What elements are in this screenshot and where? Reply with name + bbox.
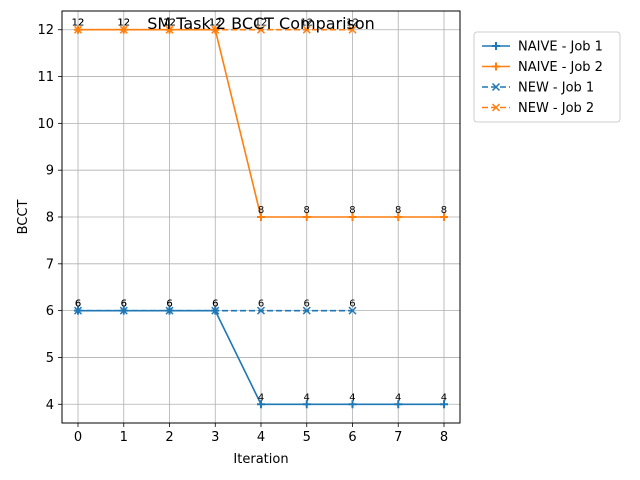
series-2-point: [73, 306, 83, 315]
series-3-point: [348, 25, 357, 34]
legend-label-2: NEW - Job 1: [518, 81, 594, 96]
series-0-point: [439, 400, 448, 409]
data-label: 6: [212, 299, 218, 310]
data-label: 6: [258, 299, 264, 310]
data-label: 12: [72, 18, 85, 29]
data-label: 8: [441, 205, 447, 216]
series-0-point: [394, 400, 403, 409]
y-axis-title: BCCT: [16, 200, 31, 235]
data-label: 6: [349, 299, 355, 310]
series-1-point: [439, 213, 448, 221]
x-tick-label: 4: [257, 430, 265, 445]
data-label: 4: [395, 392, 401, 403]
series-3-point: [211, 25, 220, 34]
y-tick-label: 9: [46, 164, 54, 179]
legend: NAIVE - Job 1 NAIVE - Job 2 NEW - Job 1 NEW…: [473, 31, 621, 123]
y-tick-label: 7: [46, 257, 54, 272]
x-tick-label: 6: [348, 430, 356, 445]
data-label: 12: [209, 18, 222, 29]
legend-frame: [473, 31, 621, 123]
y-tick-label: 11: [37, 70, 54, 85]
y-tick-label: 6: [46, 304, 54, 319]
series-2-point: [165, 306, 174, 315]
legend-marker-0: [492, 42, 500, 50]
x-axis-title: Iteration: [233, 452, 288, 467]
x-tick-label: 8: [440, 430, 448, 445]
data-label: 4: [349, 392, 355, 403]
data-label: 8: [258, 205, 264, 216]
legend-label-0: NAIVE - Job 1: [518, 40, 603, 55]
series-0-point: [302, 400, 311, 409]
series-2-point: [256, 306, 266, 315]
data-label: 12: [255, 18, 268, 29]
data-label: 4: [258, 392, 264, 403]
series-1-point: [348, 213, 357, 221]
x-tick-label: 2: [165, 430, 173, 445]
series-3-point: [302, 25, 311, 34]
legend-label-1: NAIVE - Job 2: [518, 60, 603, 75]
data-label: 6: [121, 299, 127, 310]
x-tick-label: 3: [211, 430, 219, 445]
data-label: 12: [163, 18, 176, 29]
series-2-point: [211, 306, 220, 315]
x-tick-label: 0: [74, 430, 82, 445]
data-label: 4: [304, 392, 310, 403]
data-label: 12: [117, 18, 130, 29]
data-label: 6: [75, 299, 81, 310]
data-label: 8: [304, 205, 310, 216]
data-label: 6: [75, 299, 81, 310]
data-label: 12: [163, 18, 176, 29]
y-tick-label: 5: [46, 351, 54, 366]
series-2-point: [348, 306, 357, 315]
series-markers: [73, 25, 448, 409]
data-label: 12: [72, 18, 85, 29]
series-2-point: [119, 306, 128, 315]
data-label: 12: [117, 18, 130, 29]
y-tick-label: 12: [37, 23, 54, 38]
legend-label-3: NEW - Job 2: [518, 101, 594, 116]
series-0-point: [348, 400, 357, 409]
series-0-point: [257, 400, 265, 409]
y-tick-label: 8: [46, 211, 54, 226]
legend-marker-2: [491, 82, 501, 92]
data-label: 6: [304, 299, 310, 310]
series-1-point: [257, 213, 265, 221]
series-3-point: [165, 25, 174, 34]
series-2-point: [302, 306, 311, 315]
y-tick-label: 10: [37, 117, 54, 132]
legend-marker-3: [491, 103, 501, 112]
series-3-point: [119, 25, 128, 34]
data-labels: 6 6 6 64 4 4 4 412 12 12 128 8 8 8 86 6 6 6 6 6 612 12 12 12 12 1…: [72, 18, 448, 404]
series-1-point: [302, 213, 311, 221]
data-label: 6: [212, 299, 218, 310]
chart-title: SM Task 2 BCCT Comparison: [147, 14, 375, 33]
data-label: 6: [121, 299, 127, 310]
y-tick-label: 4: [46, 398, 54, 413]
series-3-point: [256, 25, 266, 34]
series-3-point: [73, 25, 83, 34]
data-label: 6: [166, 299, 172, 310]
data-label: 4: [441, 392, 447, 403]
x-tick-label: 7: [394, 430, 402, 445]
legend-marker-1: [492, 62, 500, 71]
data-label: 8: [349, 205, 355, 216]
series-1-point: [394, 213, 403, 221]
data-label: 12: [300, 18, 313, 29]
data-label: 6: [166, 299, 172, 310]
data-label: 12: [209, 18, 222, 29]
x-tick-label: 5: [303, 430, 311, 445]
x-tick-label: 1: [120, 430, 128, 445]
data-label: 12: [346, 18, 359, 29]
data-label: 8: [395, 205, 401, 216]
